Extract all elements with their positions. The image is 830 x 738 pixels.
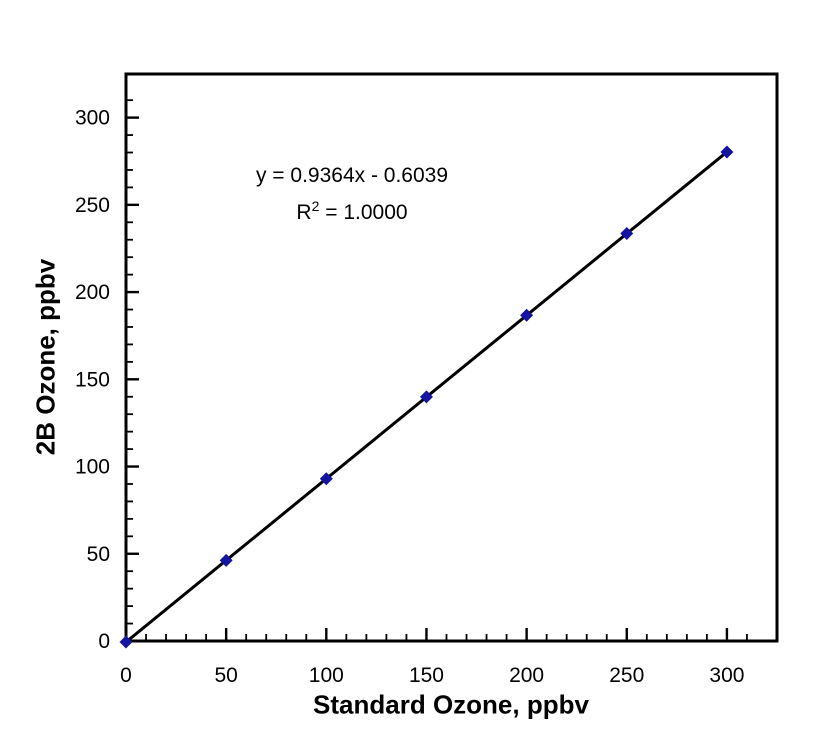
x-tick-label: 250 [609,664,644,687]
x-tick-label: 0 [120,664,132,687]
x-tick-label: 150 [409,664,444,687]
y-tick-label: 150 [75,368,110,391]
x-tick-label: 300 [709,664,744,687]
y-tick-label: 100 [75,456,110,479]
data-point-marker [419,390,433,404]
y-tick-label: 0 [98,630,110,653]
plot-border [124,72,779,643]
data-point-marker [219,553,233,567]
x-tick-label: 50 [214,664,237,687]
trendline-annotation: y = 0.9364x - 0.6039 R2 = 1.0000 [256,160,448,228]
r-squared-prefix: R [296,201,312,224]
data-point-marker [319,472,333,486]
x-axis-title: Standard Ozone, ppbv [313,689,589,720]
r-squared-text: R2 = 1.0000 [256,191,448,228]
data-point-marker [520,308,534,322]
x-tick-label: 200 [509,664,544,687]
y-tick-label: 50 [87,543,110,566]
x-tick-label: 100 [309,664,344,687]
y-tick-label: 200 [75,281,110,304]
data-point-marker [620,226,634,240]
y-tick-label: 300 [75,107,110,130]
equation-text: y = 0.9364x - 0.6039 [255,164,449,187]
data-point-marker [720,145,734,159]
data-point-marker [119,635,133,649]
r-squared-exponent: 2 [311,198,320,214]
y-tick-label: 250 [75,194,110,217]
r-squared-value: = 1.0000 [319,201,408,224]
y-axis-title: 2B Ozone, ppbv [30,258,61,456]
